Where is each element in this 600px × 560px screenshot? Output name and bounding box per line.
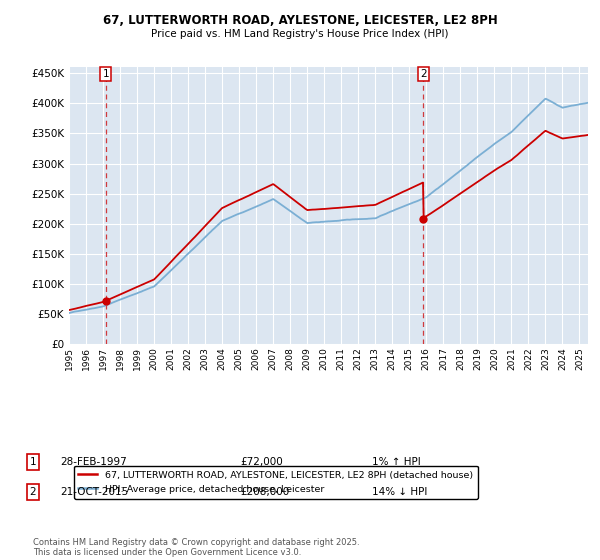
Text: £208,000: £208,000: [240, 487, 289, 497]
Text: 2: 2: [29, 487, 37, 497]
Text: £72,000: £72,000: [240, 457, 283, 467]
Text: Contains HM Land Registry data © Crown copyright and database right 2025.
This d: Contains HM Land Registry data © Crown c…: [33, 538, 359, 557]
Text: 2: 2: [420, 68, 427, 78]
Legend: 67, LUTTERWORTH ROAD, AYLESTONE, LEICESTER, LE2 8PH (detached house), HPI: Avera: 67, LUTTERWORTH ROAD, AYLESTONE, LEICEST…: [74, 465, 478, 498]
Text: 67, LUTTERWORTH ROAD, AYLESTONE, LEICESTER, LE2 8PH: 67, LUTTERWORTH ROAD, AYLESTONE, LEICEST…: [103, 14, 497, 27]
Text: 28-FEB-1997: 28-FEB-1997: [60, 457, 127, 467]
Text: 14% ↓ HPI: 14% ↓ HPI: [372, 487, 427, 497]
Text: 1% ↑ HPI: 1% ↑ HPI: [372, 457, 421, 467]
Text: 1: 1: [29, 457, 37, 467]
Text: 1: 1: [103, 68, 109, 78]
Text: Price paid vs. HM Land Registry's House Price Index (HPI): Price paid vs. HM Land Registry's House …: [151, 29, 449, 39]
Text: 21-OCT-2015: 21-OCT-2015: [60, 487, 128, 497]
